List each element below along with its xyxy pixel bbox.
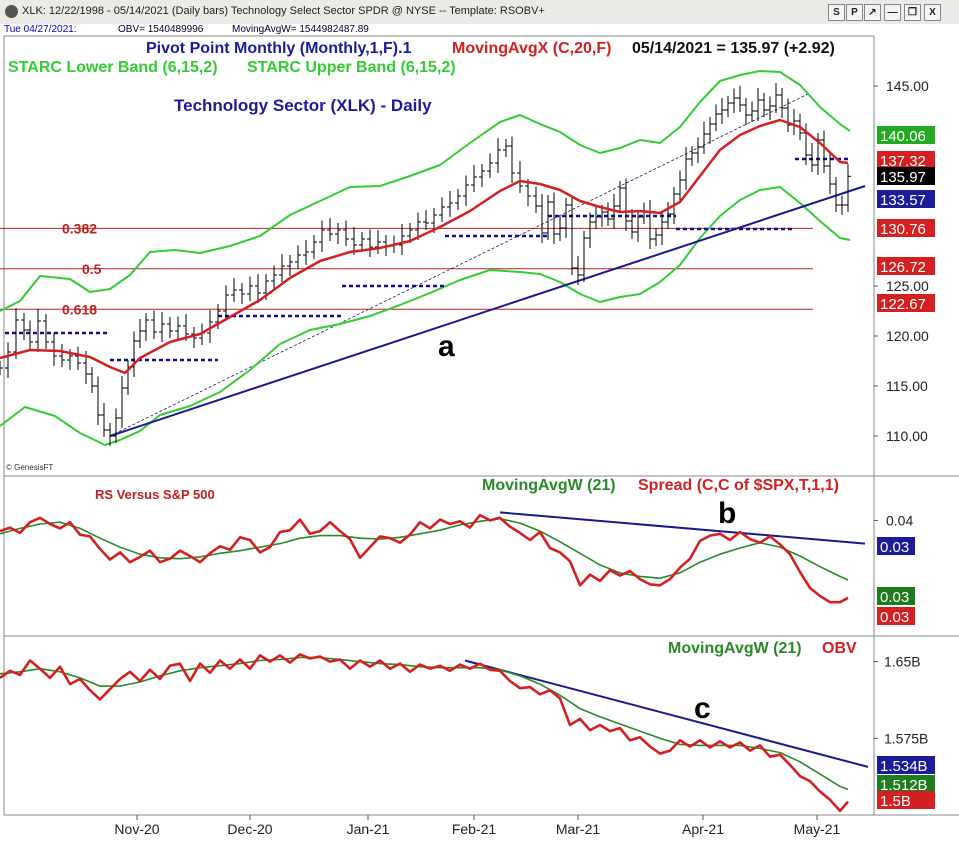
obv-badge [877, 791, 935, 809]
app-icon [5, 5, 18, 18]
legend-pivot: Pivot Point Monthly (Monthly,1,F).1 [146, 40, 412, 57]
rs-legend-spread: Spread (C,C of $SPX,T,1,1) [638, 477, 839, 494]
x-tick-label: Jan-21 [347, 821, 390, 837]
info-date: Tue 04/27/2021: [4, 24, 77, 35]
price-badge-label: 126.72 [880, 259, 926, 276]
trendline-c [464, 659, 869, 768]
title-bar: XLK: 12/22/1998 - 05/14/2021 (Daily bars… [0, 0, 959, 25]
x-tick-label: Apr-21 [682, 821, 724, 837]
rs-badge-label: 0.03 [880, 609, 909, 626]
obv-badge-label: 1.534B [880, 758, 928, 775]
y-tick-label: 110.00 [886, 428, 928, 444]
annotation-b: b [718, 497, 736, 530]
y-tick-label: 115.00 [886, 378, 928, 394]
price-badge [877, 219, 935, 237]
price-badge-label: 130.76 [880, 221, 926, 238]
trendline-b [499, 511, 866, 545]
price-badge [877, 257, 935, 275]
obv-legend-ma: MovingAvgW (21) [668, 640, 802, 657]
p-button[interactable]: P [846, 4, 863, 21]
fib-label: 0.382 [62, 220, 97, 236]
plot-frame [3, 35, 875, 816]
obv-badge-label: 1.512B [880, 777, 928, 794]
legend-starc-upper: STARC Upper Band (6,15,2) [247, 59, 456, 76]
trendline-a [109, 185, 866, 437]
price-badge [877, 190, 935, 208]
legend-last-price: 05/14/2021 = 135.97 (+2.92) [632, 40, 835, 57]
rs-title: RS Versus S&P 500 [95, 487, 215, 502]
rs-badge-label: 0.03 [880, 589, 909, 606]
legend-starc-lower: STARC Lower Band (6,15,2) [8, 59, 218, 76]
copyright-label: © GenesisFT [6, 463, 53, 472]
annotation-a: a [438, 330, 455, 363]
rs-badge-label: 0.03 [880, 539, 909, 556]
annotation-c: c [694, 692, 711, 725]
obv-moving-average [0, 656, 849, 791]
price-chart-title: Technology Sector (XLK) - Daily [174, 96, 432, 115]
x-tick-label: May-21 [794, 821, 841, 837]
info-obv: OBV= 1540489996 [118, 24, 204, 35]
price-moving-average [0, 118, 849, 375]
x-tick-label: Mar-21 [556, 821, 601, 837]
y-tick-label: 125.00 [886, 278, 929, 294]
price-badge-label: 133.57 [880, 192, 926, 209]
minimize-button[interactable]: — [884, 4, 901, 21]
x-tick-label: Feb-21 [452, 821, 497, 837]
dashed-trendline [109, 92, 811, 437]
x-tick-label: Nov-20 [114, 821, 159, 837]
info-bar: Tue 04/27/2021: OBV= 1540489996 MovingAv… [0, 24, 959, 36]
y-tick-label: 1.65B [884, 654, 921, 670]
price-badge [877, 151, 935, 169]
obv-legend-obv: OBV [822, 640, 857, 657]
starc-upper-band [0, 70, 851, 312]
window-title: XLK: 12/22/1998 - 05/14/2021 (Daily bars… [22, 5, 545, 17]
close-button[interactable]: X [924, 4, 941, 21]
price-badge-label: 137.32 [880, 153, 926, 170]
price-badge [877, 294, 935, 312]
y-tick-label: 120.00 [886, 328, 929, 344]
rs-legend-ma: MovingAvgW (21) [482, 477, 616, 494]
pin-icon[interactable]: ↗ [864, 4, 881, 21]
obv-badge [877, 756, 935, 774]
price-badge [877, 126, 935, 144]
obv-line [0, 653, 849, 813]
fib-label: 0.5 [82, 261, 102, 277]
rs-spread-line [0, 513, 849, 604]
info-mavg: MovingAvgW= 1544982487.89 [232, 24, 369, 35]
rs-badge [877, 537, 915, 555]
x-tick-label: Dec-20 [227, 821, 272, 837]
price-badge-label: 135.97 [880, 169, 926, 186]
price-badge [877, 167, 935, 185]
rs-badge [877, 587, 915, 605]
obv-badge [877, 775, 935, 793]
s-button[interactable]: S [828, 4, 845, 21]
maximize-button[interactable]: ❐ [904, 4, 921, 21]
price-badge-label: 140.06 [880, 128, 926, 145]
y-tick-label: 145.00 [886, 78, 929, 94]
legend-mavg: MovingAvgX (C,20,F) [452, 40, 611, 57]
obv-badge-label: 1.5B [880, 793, 911, 810]
y-tick-label: 1.575B [884, 730, 928, 746]
starc-lower-band [0, 186, 851, 446]
price-badge-label: 122.67 [880, 296, 926, 313]
fib-label: 0.618 [62, 301, 97, 317]
y-tick-label: 0.04 [886, 512, 913, 528]
rs-badge [877, 607, 915, 625]
